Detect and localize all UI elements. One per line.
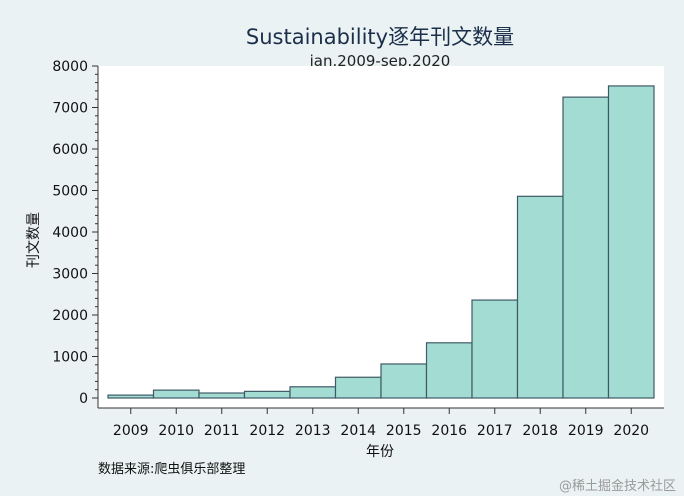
x-axis: 2009 2010 2011 2012 2013 2014 2015 2016 2017 2018… [98,407,664,439]
y-tick-label: 1000 [52,350,88,366]
x-tick-label: 2020 [613,423,649,439]
bar-2017 [471,299,519,399]
x-tick-label: 2018 [522,423,558,439]
bar-2014 [334,376,382,399]
y-tick-label: 0 [79,391,88,407]
chart-subtitle: jan.2009-sep.2020 [309,52,451,70]
bar-2013 [289,386,337,399]
x-tick-label: 2010 [158,423,194,439]
bar-2019 [562,96,610,399]
bar-2010 [152,389,200,399]
bar-2018 [516,195,564,399]
chart-title: Sustainability逐年刊文数量 [246,25,514,49]
bar-2016 [425,342,473,399]
x-tick-label: 2014 [340,423,376,439]
bar-2020 [607,85,655,399]
x-axis-label: 年份 [366,444,394,460]
y-tick-label: 5000 [52,184,88,200]
y-tick-label: 4000 [52,225,88,241]
footnote: 数据来源:爬虫俱乐部整理 [98,462,245,477]
y-tick-label: 2000 [52,308,88,324]
x-tick-label: 2011 [204,423,240,439]
y-tick-label: 3000 [52,267,88,283]
y-axis: 0 1000 2000 3000 4000 5000 6000 7000 8000 [52,59,99,408]
x-tick-label: 2009 [113,423,149,439]
bar-2012 [243,390,291,399]
x-tick-label: 2017 [477,423,513,439]
bar-2009 [107,394,155,399]
x-tick-label: 2016 [431,423,467,439]
bar-2011 [198,392,246,399]
x-tick-label: 2019 [568,423,604,439]
bars-group [107,85,655,399]
watermark: @稀土掘金技术社区 [559,478,676,494]
y-axis-label: 刊文数量 [26,212,42,268]
bar-2015 [380,363,428,399]
y-tick-label: 6000 [52,142,88,158]
x-tick-label: 2012 [249,423,285,439]
x-tick-label: 2015 [386,423,422,439]
y-tick-label: 7000 [52,101,88,117]
y-tick-label: 8000 [52,59,88,75]
x-tick-label: 2013 [295,423,331,439]
